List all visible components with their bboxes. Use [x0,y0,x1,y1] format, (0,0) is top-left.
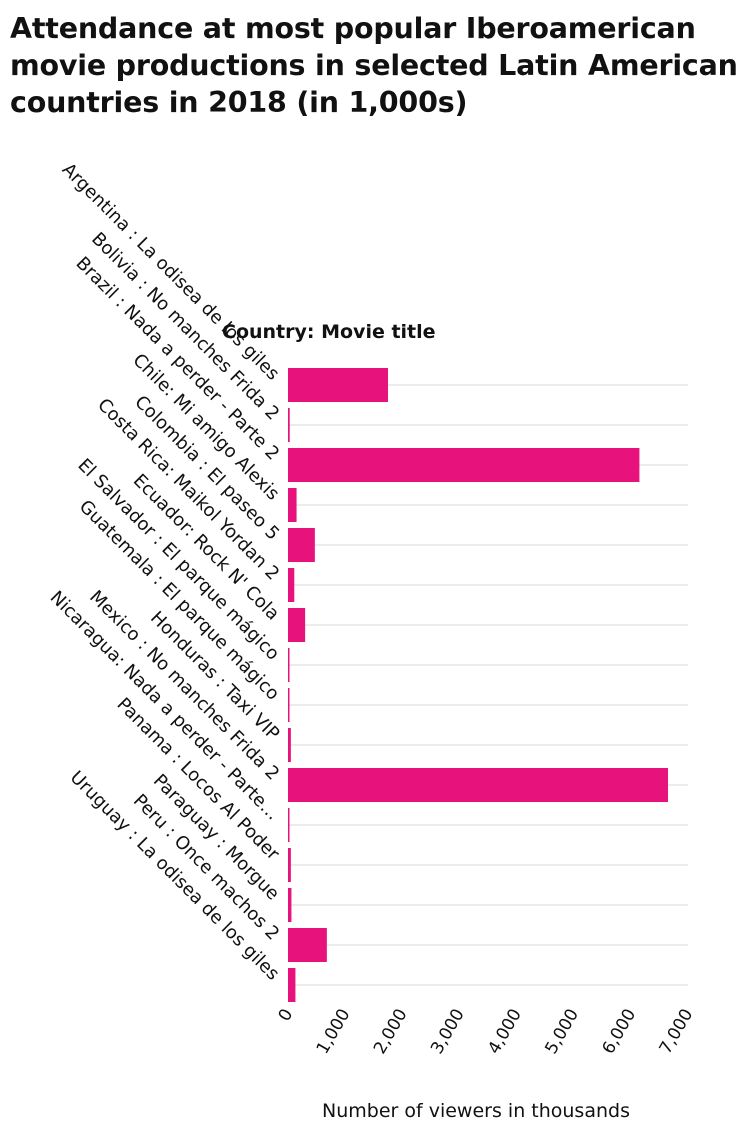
bar [288,448,640,482]
category-labels: Argentina : La odisea de los gilesBolivi… [46,159,284,985]
x-tick-label: 1,000 [313,1006,355,1058]
x-axis-title: Number of viewers in thousands [322,1100,630,1122]
bar [288,768,668,802]
x-tick-label: 4,000 [484,1006,526,1058]
x-tick-label: 7,000 [656,1006,698,1058]
bar [288,968,296,1002]
bar [288,848,291,882]
bar [288,928,327,962]
bar [288,528,315,562]
bar [288,608,306,642]
bar [288,688,290,722]
x-tick-label: 3,000 [427,1006,469,1058]
y-axis-title: Country: Movie title [222,321,436,343]
chart-title: Attendance at most popular Iberoamerican… [10,12,738,119]
x-tick-label: 6,000 [599,1006,641,1058]
bar [288,568,295,602]
x-tick-label: 2,000 [370,1006,412,1058]
bar [288,488,297,522]
bar [288,368,388,402]
x-tick-label: 0 [275,1006,298,1025]
bar [288,808,290,842]
bar [288,648,290,682]
bar [288,728,291,762]
x-tick-labels: 0 1,000 2,000 3,000 4,000 5,000 6,000 7,000 [275,1006,698,1058]
x-tick-label: 5,000 [541,1006,583,1058]
bars [288,368,668,1002]
bar [288,408,290,442]
bar [288,888,292,922]
